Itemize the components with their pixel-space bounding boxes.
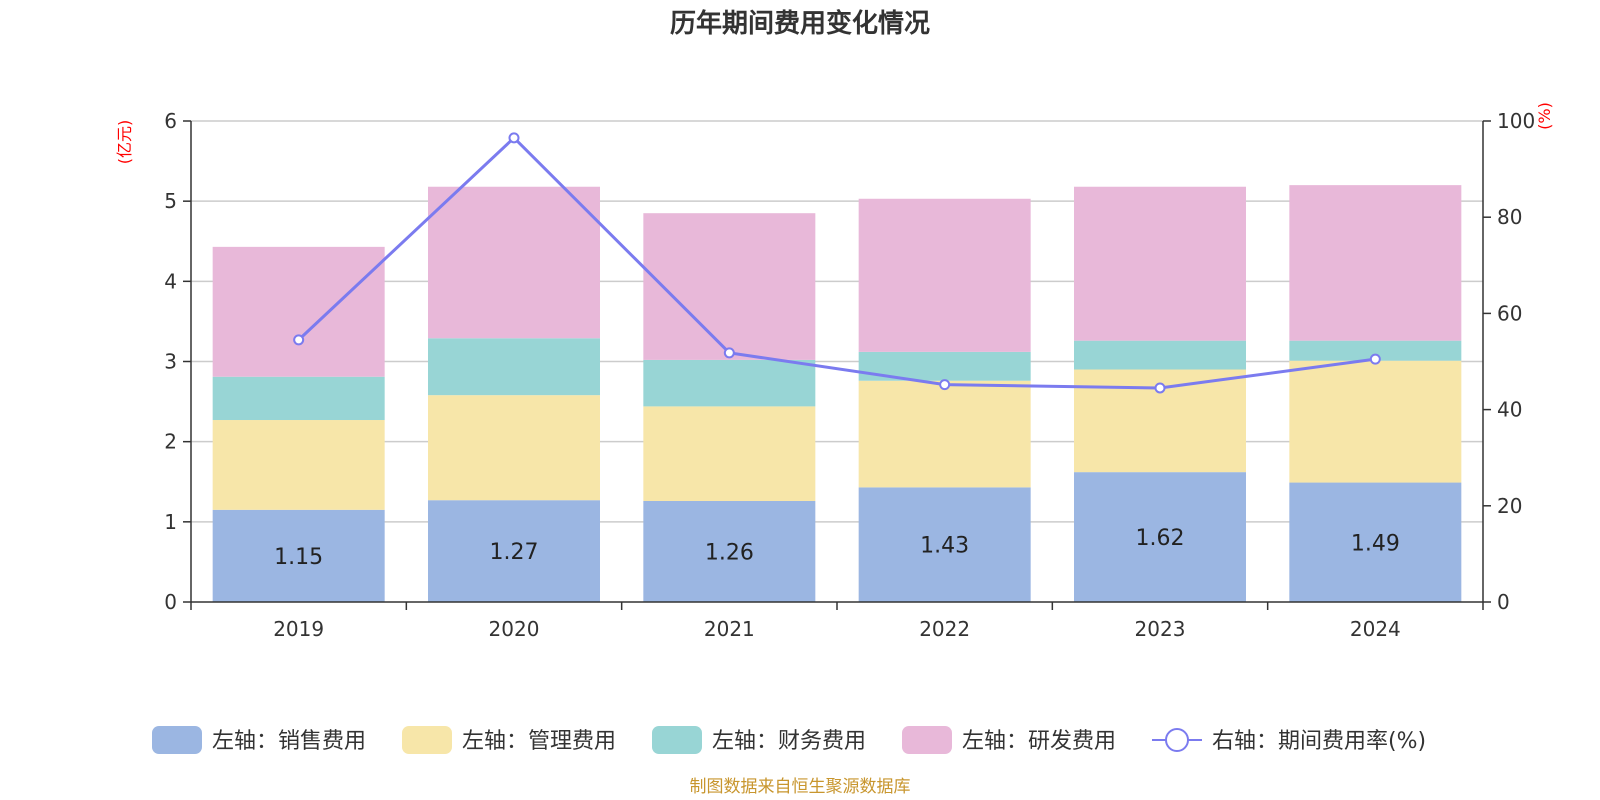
left-axis-tick-label: 5 <box>164 189 177 213</box>
legend-label: 左轴：财务费用 <box>712 729 866 754</box>
right-axis-tick-label: 40 <box>1497 398 1522 422</box>
left-axis-tick-label: 6 <box>164 109 177 133</box>
x-axis-tick-label: 2022 <box>919 617 970 641</box>
bar-value-label: 1.49 <box>1351 531 1400 556</box>
rate-line-point <box>508 132 520 144</box>
legend-line-marker <box>1165 728 1189 752</box>
bar-segment-1 <box>643 500 816 602</box>
source-note: 制图数据来自恒生聚源数据库 <box>690 777 911 797</box>
x-axis-tick-label: 2021 <box>704 617 755 641</box>
legend-swatch <box>402 726 452 754</box>
bar-value-label: 1.26 <box>705 540 754 565</box>
legend-swatch <box>652 726 702 754</box>
legend-label: 左轴：研发费用 <box>962 729 1116 754</box>
bar-segment-2 <box>858 380 1031 488</box>
bar-segment-3 <box>428 338 600 396</box>
chart-title: 历年期间费用变化情况 <box>670 8 930 39</box>
bar-value-label: 1.43 <box>920 534 969 559</box>
left-axis-tick-label: 2 <box>164 430 177 454</box>
bar-segment-4 <box>212 246 385 377</box>
legend-swatch <box>152 726 202 754</box>
bar-segment-4 <box>1289 185 1462 341</box>
rate-line-point <box>1369 353 1381 365</box>
rate-line-point <box>939 379 951 391</box>
bar-value-label: 1.15 <box>274 545 323 570</box>
legend: 左轴：销售费用 左轴：管理费用 左轴：财务费用 左轴：研发费用 右轴：期间费用率(%) <box>152 726 1426 754</box>
bar-segment-4 <box>1074 186 1246 341</box>
bar-value-label: 1.27 <box>490 540 539 565</box>
bar-segment-2 <box>212 420 385 510</box>
right-axis-tick-label: 20 <box>1497 494 1522 518</box>
left-axis-tick-label: 1 <box>164 510 177 534</box>
x-axis-tick-label: 2019 <box>273 617 324 641</box>
bar-segment-2 <box>428 395 600 501</box>
left-axis-unit: (亿元) <box>115 120 134 165</box>
bar-segment-1 <box>1074 472 1246 602</box>
right-axis-tick-label: 80 <box>1497 205 1522 229</box>
legend-swatch <box>902 726 952 754</box>
bar-segment-1 <box>428 500 600 602</box>
left-axis-tick-label: 0 <box>164 590 177 614</box>
bar-segment-3 <box>212 376 385 421</box>
bar-segment-1 <box>1289 482 1462 602</box>
bar-value-label: 1.62 <box>1136 526 1185 551</box>
bar-segment-4 <box>858 198 1031 352</box>
bar-segment-4 <box>428 186 600 339</box>
rate-line-point <box>1154 382 1166 394</box>
bar-segment-4 <box>643 213 816 360</box>
bar-segment-3 <box>643 359 816 407</box>
x-axis-tick-label: 2023 <box>1135 617 1186 641</box>
left-axis-tick-label: 3 <box>164 350 177 374</box>
rate-line-path <box>297 135 1376 390</box>
legend-label: 左轴：销售费用 <box>212 729 366 754</box>
right-axis-tick-label: 0 <box>1497 590 1510 614</box>
left-axis-tick-label: 4 <box>164 269 177 293</box>
rate-line-point <box>723 347 735 359</box>
bar-segment-2 <box>1289 360 1462 483</box>
bar-value-labels: 1.15 1.27 1.26 1.43 1.62 1.49 <box>274 526 1400 570</box>
legend-label: 右轴：期间费用率(%) <box>1212 729 1426 754</box>
bar-segment-2 <box>643 406 816 501</box>
bar-segment-3 <box>1289 340 1462 361</box>
bar-segment-1 <box>212 509 385 602</box>
grid-lines <box>191 120 1483 523</box>
x-axis-tick-label: 2020 <box>489 617 540 641</box>
rate-line <box>293 132 1381 394</box>
rate-line-point <box>293 334 305 346</box>
bar-segment-1 <box>858 487 1031 602</box>
stacked-bars <box>212 185 1462 602</box>
legend-label: 左轴：管理费用 <box>462 729 616 754</box>
right-axis-tick-label: 100 <box>1497 109 1535 133</box>
bar-segment-3 <box>1074 340 1246 370</box>
right-axis-unit: (%) <box>1535 102 1554 130</box>
x-axis-tick-label: 2024 <box>1350 617 1401 641</box>
right-axis-tick-label: 60 <box>1497 301 1522 325</box>
